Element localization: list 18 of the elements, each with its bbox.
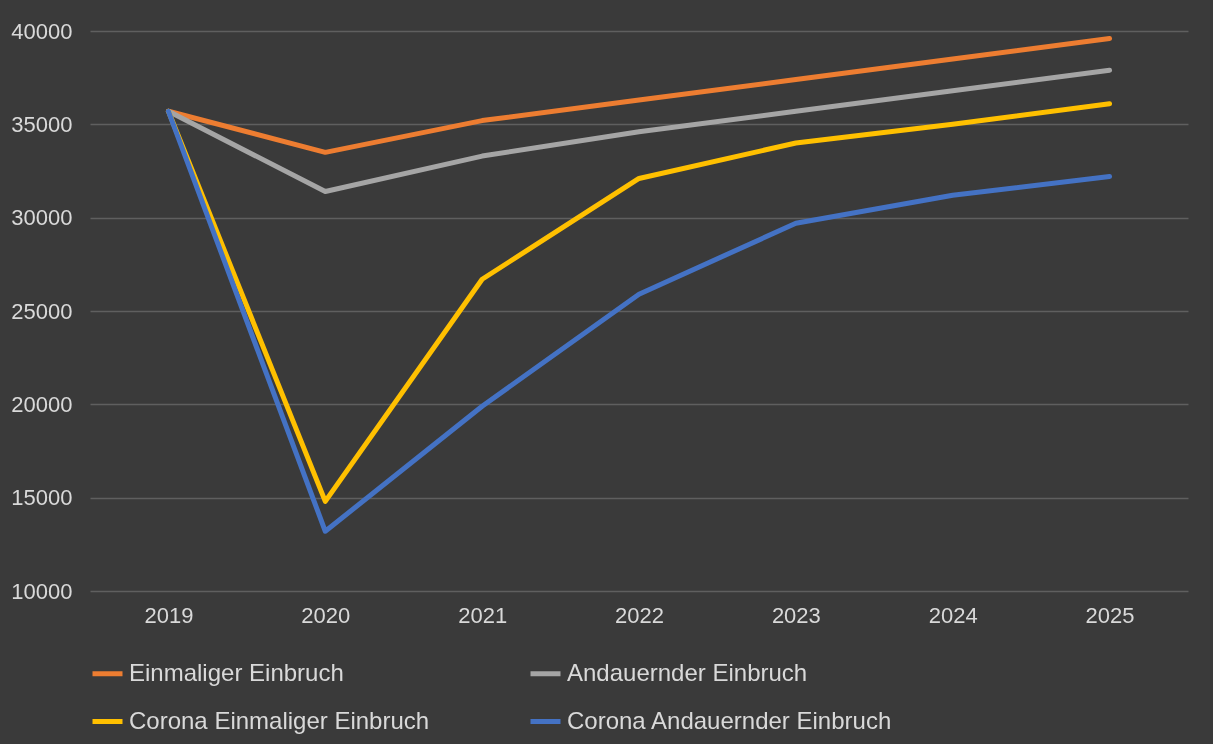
- x-tick-label: 2020: [301, 602, 351, 628]
- x-tick-label: 2023: [771, 602, 821, 628]
- x-tick-label: 2025: [1085, 602, 1135, 628]
- y-tick-label: 15000: [11, 485, 73, 511]
- legend-label: Corona Andauernder Einbruch: [567, 706, 892, 734]
- y-tick-label: 40000: [11, 18, 73, 44]
- y-tick-label: 25000: [11, 298, 73, 324]
- x-tick-label: 2022: [615, 602, 664, 628]
- x-tick-label: 2021: [458, 602, 508, 628]
- x-tick-label: 2019: [144, 602, 194, 628]
- y-tick-label: 10000: [11, 578, 73, 604]
- legend-label: Corona Einmaliger Einbruch: [129, 706, 430, 734]
- legend-label: Andauernder Einbruch: [567, 658, 808, 686]
- y-tick-label: 30000: [11, 205, 73, 231]
- y-tick-label: 20000: [11, 391, 73, 417]
- x-tick-label: 2024: [928, 602, 978, 628]
- legend-label: Einmaliger Einbruch: [129, 658, 344, 686]
- y-tick-label: 35000: [11, 111, 73, 137]
